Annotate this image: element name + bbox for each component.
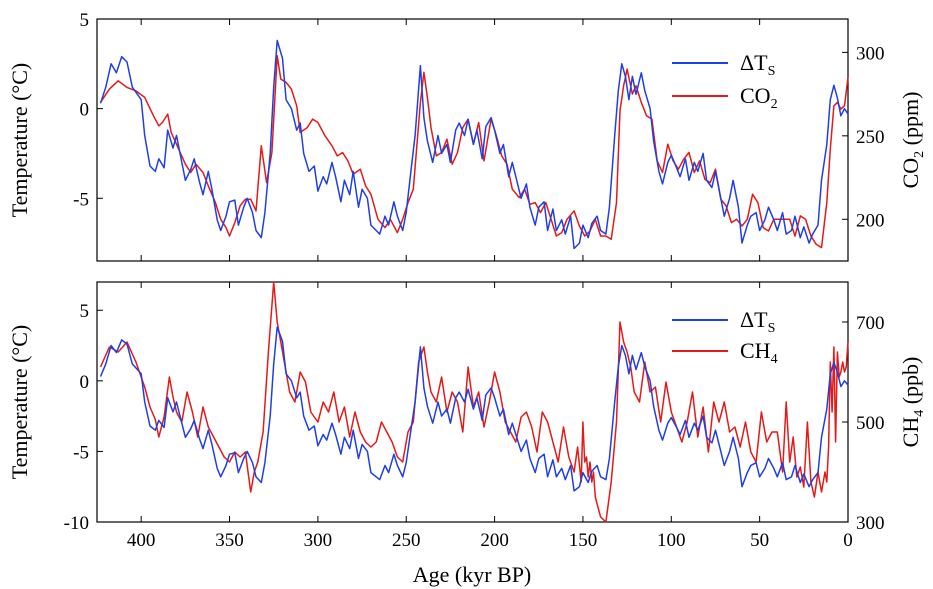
right-label-sub-top: 2	[912, 151, 927, 158]
y-tick-label-left: -5	[73, 189, 89, 210]
legend-sub-temperature-top: S	[768, 64, 776, 79]
right-label-main-bottom: CH	[898, 417, 923, 448]
y-tick-label-right: 700	[856, 313, 885, 334]
legend-sub-temperature-bottom: S	[768, 321, 776, 336]
x-ticks-top	[140, 19, 849, 261]
legend-main-co2: CO	[740, 83, 771, 108]
right-label-sub-bottom: 4	[912, 410, 927, 417]
plot-frame-top	[96, 18, 849, 262]
x-tick-label: 0	[843, 530, 853, 551]
y-axis-label-right-bottom: CH4 (ppb)	[898, 357, 927, 448]
y-tick-label-right: 300	[856, 43, 885, 64]
x-tick-label: 300	[304, 530, 333, 551]
series-co2-line	[99, 54, 849, 249]
x-ticks-bottom: 400 350 300 250 200 150 100 50 0	[127, 282, 853, 551]
y-tick-label-left: 5	[80, 301, 90, 322]
y-ticks-left-top: 5 0 -5	[73, 10, 103, 210]
series-temperature-line	[99, 39, 849, 250]
x-tick-label: 250	[392, 530, 421, 551]
y-tick-label-left: -10	[64, 513, 89, 534]
series-ch4-line	[99, 281, 849, 523]
x-tick-label: 400	[127, 530, 156, 551]
x-tick-label: 50	[750, 530, 769, 551]
legend-bottom: ΔTS CH4	[672, 307, 778, 367]
y-tick-label-right: 250	[856, 127, 885, 148]
y-axis-label-right-top: CO2 (ppm)	[898, 92, 927, 189]
right-label-main-top: CO	[898, 158, 923, 189]
legend-label-co2: CO2	[740, 83, 778, 112]
legend-main-ch4: CH	[740, 338, 771, 363]
x-tick-label: 100	[657, 530, 686, 551]
legend-main-temperature-bottom: ΔT	[740, 307, 768, 332]
y-tick-label-right: 300	[856, 513, 885, 534]
y-ticks-right-top: 300 250 200	[842, 43, 885, 231]
series-lines-top	[99, 39, 849, 250]
y-axis-label-left-bottom: Temperature (°C)	[7, 325, 32, 479]
x-tick-label: 200	[480, 530, 509, 551]
right-label-tail-bottom: (ppb)	[898, 357, 923, 410]
y-tick-label-right: 200	[856, 210, 885, 231]
y-tick-label-left: 5	[80, 10, 90, 31]
legend-label-temperature-bottom: ΔTS	[740, 307, 775, 336]
panel-ch4: 400 350 300 250 200 150 100 50 0 50-5-10 7005003…	[7, 281, 927, 587]
plot-frame-bottom	[96, 281, 849, 523]
y-axis-label-left-top: Temperature (°C)	[7, 63, 32, 217]
legend-sub-ch4: 4	[771, 352, 778, 367]
legend-top: ΔTS CO2	[672, 50, 778, 112]
y-ticks-left-bottom: 5 0 -5 -10	[64, 301, 103, 534]
x-axis-label: Age (kyr BP)	[413, 562, 532, 587]
legend-label-ch4: CH4	[740, 338, 778, 367]
y-tick-label-left: 0	[80, 100, 90, 121]
right-label-tail-top: (ppm)	[898, 92, 923, 151]
legend-main-temperature-top: ΔT	[740, 50, 768, 75]
y-tick-label-left: -5	[73, 442, 89, 463]
x-tick-label: 350	[215, 530, 244, 551]
series-lines-bottom	[99, 281, 849, 523]
x-tick-label: 150	[569, 530, 598, 551]
y-tick-label-right: 500	[856, 413, 885, 434]
y-tick-label-left: 0	[80, 372, 90, 393]
y-ticks-right-bottom: 700 500 300	[842, 313, 885, 534]
legend-sub-co2: 2	[771, 97, 778, 112]
legend-label-temperature-top: ΔTS	[740, 50, 775, 79]
series-temperature-line	[99, 326, 849, 492]
